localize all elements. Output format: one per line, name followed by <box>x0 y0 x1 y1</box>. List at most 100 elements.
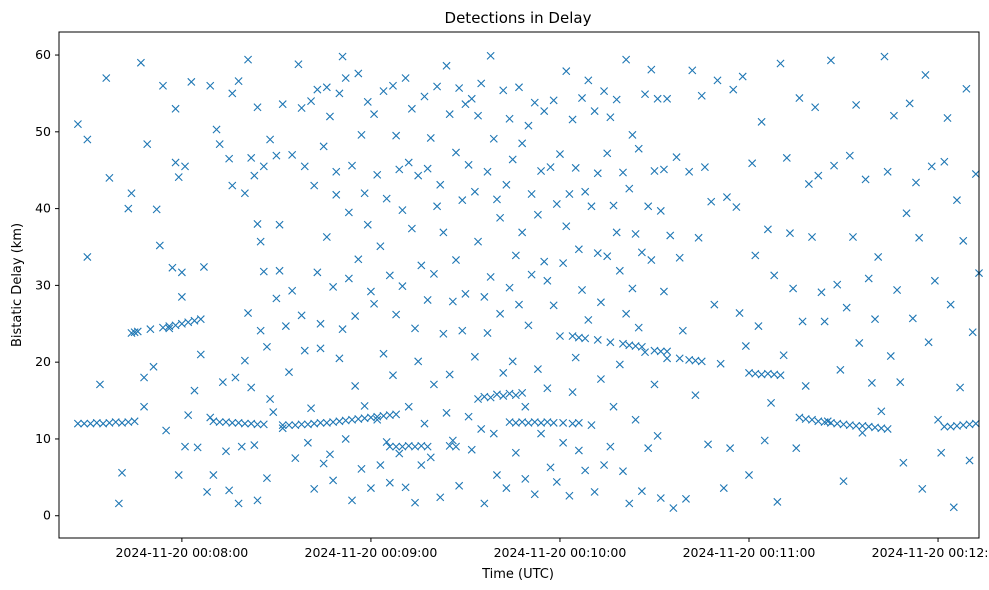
data-point <box>199 262 208 271</box>
data-point <box>763 225 772 234</box>
data-point <box>262 474 271 483</box>
y-tick-label: 10 <box>35 431 51 446</box>
data-point <box>480 292 489 301</box>
data-point <box>568 332 577 341</box>
data-point <box>281 322 290 331</box>
data-point <box>508 155 517 164</box>
data-point <box>426 453 435 462</box>
data-point <box>911 178 920 187</box>
data-point <box>190 316 199 325</box>
data-point <box>338 52 347 61</box>
data-point <box>366 484 375 493</box>
data-point <box>571 353 580 362</box>
data-point <box>385 442 394 451</box>
data-point <box>518 228 527 237</box>
data-point <box>508 357 517 366</box>
data-point <box>439 329 448 338</box>
data-point <box>382 438 391 447</box>
data-point <box>726 444 735 453</box>
data-point <box>256 237 265 246</box>
data-point <box>505 114 514 123</box>
data-point <box>603 149 612 158</box>
data-point <box>73 419 82 428</box>
data-point <box>338 325 347 334</box>
data-point <box>893 286 902 294</box>
data-point <box>578 286 587 294</box>
data-point <box>647 65 656 74</box>
data-point <box>401 483 410 492</box>
data-point <box>316 344 325 353</box>
data-point <box>474 111 483 120</box>
data-point <box>785 229 794 238</box>
data-point <box>902 209 911 218</box>
data-point <box>401 74 410 83</box>
data-point <box>451 148 460 157</box>
data-point <box>451 256 460 265</box>
data-point <box>269 408 278 417</box>
data-point <box>496 213 505 222</box>
data-point <box>924 338 933 347</box>
data-point <box>458 326 467 335</box>
data-point <box>543 276 552 285</box>
data-point <box>880 52 889 61</box>
data-point <box>505 283 514 292</box>
data-point <box>719 484 728 493</box>
data-point <box>527 190 536 199</box>
data-point <box>228 89 237 98</box>
data-point <box>808 415 817 424</box>
data-point <box>587 421 596 430</box>
data-point <box>552 477 561 486</box>
data-point <box>329 282 338 291</box>
data-point <box>203 487 212 496</box>
series-track-7 <box>505 418 583 428</box>
data-point <box>190 386 199 395</box>
data-point <box>392 442 401 451</box>
data-point <box>940 422 949 431</box>
data-point <box>184 411 193 420</box>
data-point <box>571 163 580 172</box>
data-point <box>530 490 539 499</box>
data-point <box>477 424 486 433</box>
data-point <box>285 421 293 430</box>
data-point <box>675 253 684 262</box>
data-point <box>842 303 851 312</box>
data-point <box>272 151 281 160</box>
data-point <box>442 408 451 417</box>
data-point <box>971 170 980 179</box>
data-point <box>518 139 527 148</box>
data-point <box>184 318 193 327</box>
data-point <box>600 87 609 96</box>
data-point <box>653 94 662 103</box>
data-point <box>751 251 760 260</box>
data-point <box>546 163 555 172</box>
data-point <box>581 466 590 475</box>
data-point <box>659 165 668 174</box>
data-point <box>291 454 300 463</box>
data-point <box>474 395 483 404</box>
data-point <box>606 442 615 451</box>
data-point <box>259 162 268 171</box>
data-point <box>946 300 955 309</box>
data-point <box>568 115 577 124</box>
y-tick-label: 60 <box>35 47 51 62</box>
data-point <box>757 117 766 126</box>
data-point <box>181 162 190 171</box>
data-point <box>266 395 275 404</box>
data-point <box>259 420 268 429</box>
data-point <box>244 309 253 318</box>
data-point <box>483 167 492 176</box>
data-point <box>250 441 259 450</box>
data-point <box>833 280 842 289</box>
data-point <box>855 338 864 347</box>
data-point <box>871 315 880 324</box>
data-point <box>80 419 89 428</box>
data-point <box>609 201 618 210</box>
data-point <box>146 325 155 334</box>
y-tick-label: 50 <box>35 124 51 139</box>
data-point <box>590 487 599 496</box>
data-point <box>177 292 186 301</box>
data-point <box>174 471 183 480</box>
series-track-2 <box>127 315 205 337</box>
data-point <box>647 256 656 265</box>
